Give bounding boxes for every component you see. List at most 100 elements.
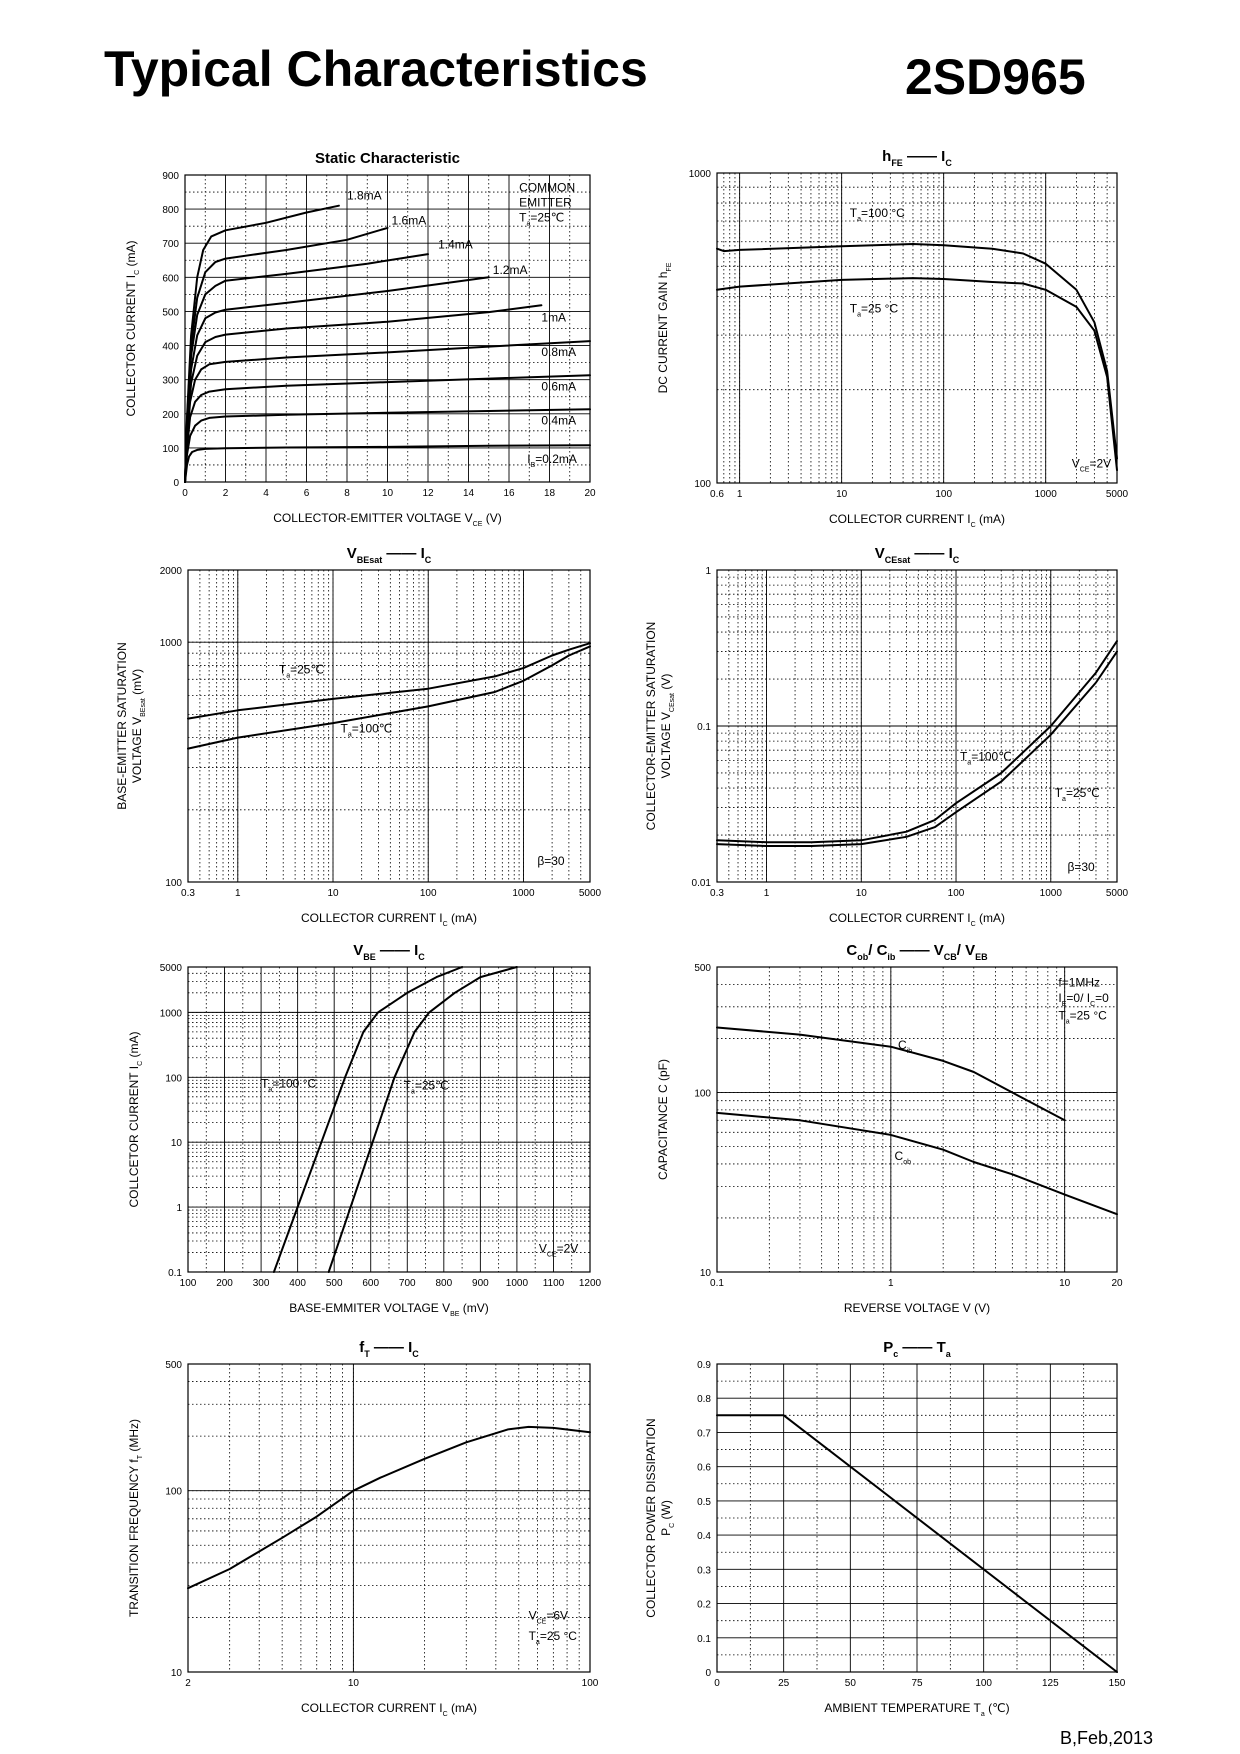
curve-label: VCE=6V xyxy=(529,1608,568,1625)
y-tick-label: 200 xyxy=(162,410,179,421)
y-tick-label: 100 xyxy=(165,1073,182,1084)
y-axis-label: COLLECTOR POWER DISSIPATION xyxy=(644,1418,658,1617)
y-axis-label-line2: VOLTAGE VCEsat (V) xyxy=(659,674,676,779)
x-tick-label: 1000 xyxy=(512,888,535,899)
chart-title: VBEsat —— IC xyxy=(347,545,432,565)
y-tick-label: 100 xyxy=(162,444,179,455)
x-tick-label: 75 xyxy=(911,1678,923,1689)
x-tick-label: 10 xyxy=(348,1678,360,1689)
x-tick-label: 5000 xyxy=(1106,888,1129,899)
y-tick-label: 2000 xyxy=(160,566,183,577)
x-axis-label: REVERSE VOLTAGE V (V) xyxy=(844,1301,990,1315)
curve-label: 1.8mA xyxy=(347,189,382,203)
footer-date: B,Feb,2013 xyxy=(1060,1728,1154,1748)
chart-title: VCEsat —— IC xyxy=(875,545,960,565)
x-tick-label: 2 xyxy=(223,488,229,499)
curve-label: Ta=100 °C xyxy=(261,1076,316,1093)
x-tick-label: 800 xyxy=(435,1278,452,1289)
plot-frame xyxy=(187,569,591,883)
x-tick-label: 1000 xyxy=(1040,888,1063,899)
y-tick-label: 0 xyxy=(705,1668,711,1679)
x-tick-label: 0 xyxy=(182,488,188,499)
chart-vcesat: 0.3 1 10 100 1000 5000 0.01 0.1 1 Ta=100℃ Ta=25℃ β=… xyxy=(644,545,1129,928)
y-tick-label: 1000 xyxy=(689,169,712,180)
x-axis-label: BASE-EMMITER VOLTAGE VBE (mV) xyxy=(289,1301,489,1318)
y-tick-label: 10 xyxy=(171,1668,183,1679)
series-line xyxy=(716,243,1118,460)
curve-label: COMMON xyxy=(519,180,575,194)
y-axis-label: CAPACITANCE C (pF) xyxy=(656,1059,670,1180)
chart-capacitance: 0.1 1 10 20 10 100 500 Cib Cob f=1MHz IE=0/ IC=0Ta… xyxy=(656,942,1123,1315)
curve-label: IE=0/ IC=0 xyxy=(1058,991,1109,1008)
curve-label: f=1MHz xyxy=(1058,975,1100,989)
x-tick-label: 0.6 xyxy=(710,489,724,500)
chart-title: Pc —— Ta xyxy=(883,1339,952,1359)
y-tick-label: 0.1 xyxy=(697,722,711,733)
plot-frame xyxy=(716,172,1118,484)
series-line xyxy=(184,304,543,483)
curve-label: EMITTER xyxy=(519,195,572,209)
y-axis-label: COLLECTOR CURRENT IC (mA) xyxy=(124,241,141,417)
x-tick-label: 100 xyxy=(420,888,437,899)
y-tick-label: 0.9 xyxy=(697,1360,711,1371)
y-tick-label: 900 xyxy=(162,171,179,182)
x-tick-label: 1 xyxy=(888,1278,894,1289)
y-tick-label: 0.1 xyxy=(168,1268,182,1279)
x-axis-label: COLLECTOR-EMITTER VOLTAGE VCE (V) xyxy=(273,511,501,528)
y-tick-label: 0.2 xyxy=(697,1600,711,1611)
y-axis-label: TRANSITION FREQUENCY fT (MHz) xyxy=(127,1419,144,1617)
curve-label: 1.4mA xyxy=(438,237,473,251)
x-tick-label: 900 xyxy=(472,1278,489,1289)
series-line xyxy=(184,204,340,483)
chart-vbesat: 0.3 1 10 100 1000 5000 100 1000 2000 Ta=25℃ Ta=100… xyxy=(115,545,602,928)
y-tick-label: 10 xyxy=(171,1138,183,1149)
y-tick-label: 100 xyxy=(165,878,182,889)
curve-label: Cib xyxy=(898,1038,912,1055)
x-tick-label: 100 xyxy=(180,1278,197,1289)
y-tick-label: 1 xyxy=(705,566,711,577)
x-tick-label: 1200 xyxy=(579,1278,602,1289)
plot-frame xyxy=(716,1363,1118,1673)
x-axis-label: COLLECTOR CURRENT IC (mA) xyxy=(301,1701,477,1718)
y-tick-label: 0.6 xyxy=(697,1463,711,1474)
y-tick-label: 0.5 xyxy=(697,1497,711,1508)
x-tick-label: 8 xyxy=(344,488,350,499)
y-tick-label: 300 xyxy=(162,376,179,387)
series-line xyxy=(187,1425,591,1590)
x-tick-label: 150 xyxy=(1109,1678,1126,1689)
chart-title: hFE —— IC xyxy=(882,148,952,168)
x-tick-label: 0.3 xyxy=(710,888,724,899)
x-tick-label: 1 xyxy=(764,888,770,899)
x-tick-label: 300 xyxy=(253,1278,270,1289)
curve-label: Ta=25 °C xyxy=(1058,1008,1107,1024)
curve-label: β=30 xyxy=(1067,860,1095,874)
x-tick-label: 10 xyxy=(856,888,868,899)
curve-label: VCE=2V xyxy=(539,1241,578,1258)
x-tick-label: 6 xyxy=(304,488,310,499)
plot-frame xyxy=(184,174,591,483)
curve-label: Ta=100℃ xyxy=(960,750,1012,767)
curve-label: 1.6mA xyxy=(392,213,427,227)
x-tick-label: 10 xyxy=(382,488,394,499)
y-tick-label: 1000 xyxy=(160,1008,183,1019)
y-tick-label: 100 xyxy=(165,1487,182,1498)
x-tick-label: 20 xyxy=(584,488,596,499)
x-tick-label: 1000 xyxy=(506,1278,529,1289)
y-tick-label: 0.01 xyxy=(692,878,712,889)
x-tick-label: 700 xyxy=(399,1278,416,1289)
y-tick-label: 5000 xyxy=(160,963,183,974)
chart-vbe: 100 200 300 400 500 600 700 800 900 1000 1100 12000… xyxy=(127,942,602,1318)
x-tick-label: 10 xyxy=(836,489,848,500)
x-tick-label: 1 xyxy=(737,489,743,500)
curve-label: β=30 xyxy=(537,854,565,868)
y-axis-label-line2: PC (W) xyxy=(659,1500,676,1536)
series-line xyxy=(327,966,518,1273)
x-axis-label: AMBIENT TEMPERATURE Ta (℃) xyxy=(824,1701,1009,1718)
curve-label: Ta=100 °C xyxy=(850,206,905,223)
chart-static: 0 2 4 6 8 10 12 14 16 18 2001002003004005006007008… xyxy=(124,150,596,528)
x-tick-label: 1100 xyxy=(543,1278,565,1289)
x-tick-label: 10 xyxy=(1059,1278,1071,1289)
curve-label: Ta=25℃ xyxy=(279,663,324,680)
x-tick-label: 200 xyxy=(216,1278,233,1289)
